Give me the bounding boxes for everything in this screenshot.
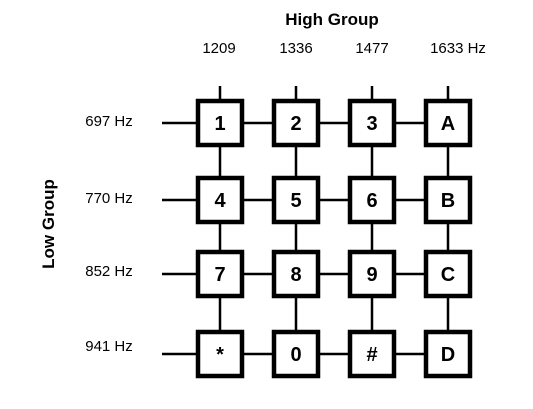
key-box [271,329,321,379]
key-label: 7 [214,264,225,286]
low-frequency-labels: 697 Hz 770 Hz 852 Hz 941 Hz [85,113,133,355]
key-box [347,329,397,379]
key-label: 8 [290,264,301,286]
key-box [423,175,473,225]
key-box [195,175,245,225]
key-button: 4 [195,175,245,225]
key-label: D [441,344,455,366]
key-box [347,175,397,225]
key-button: 1 [195,98,245,148]
high-frequency-label: 1209 [202,40,235,57]
key-label: 0 [290,344,301,366]
high-frequency-label: 1633 Hz [430,40,486,57]
key-label: 9 [366,264,377,286]
key-button: 0 [271,329,321,379]
key-box [347,249,397,299]
low-frequency-label: 852 Hz [85,263,133,280]
key-label: 2 [290,113,301,135]
high-group-title: High Group [285,10,378,29]
low-frequency-label: 770 Hz [85,190,133,207]
key-label: 1 [214,113,225,135]
key-box [423,329,473,379]
key-box [195,98,245,148]
key-label: 4 [214,190,226,212]
key-box [271,249,321,299]
key-box [271,98,321,148]
key-box [195,329,245,379]
key-box [423,249,473,299]
low-frequency-label: 697 Hz [85,113,133,130]
key-box [423,98,473,148]
high-frequency-label: 1336 [279,40,312,57]
key-label: * [216,344,224,366]
high-frequency-label: 1477 [355,40,388,57]
key-button: 7 [195,249,245,299]
key-box [347,98,397,148]
key-button: * [195,329,245,379]
key-button: D [423,329,473,379]
key-box [271,175,321,225]
key-button: B [423,175,473,225]
key-button: 6 [347,175,397,225]
key-button: 9 [347,249,397,299]
key-label: C [441,264,455,286]
high-frequency-labels: 1209 1336 1477 1633 Hz [202,40,486,57]
key-label: A [441,113,455,135]
key-label: 5 [290,190,301,212]
key-button: 8 [271,249,321,299]
key-button: 5 [271,175,321,225]
keypad: 1 2 3 A 4 5 6 B 7 8 9 C * 0 # D [195,98,473,379]
key-button: 3 [347,98,397,148]
key-button: A [423,98,473,148]
key-box [195,249,245,299]
key-label: 6 [366,190,377,212]
low-frequency-label: 941 Hz [85,338,133,355]
key-label: # [366,344,377,366]
key-label: 3 [366,113,377,135]
key-label: B [441,190,455,212]
low-group-title: Low Group [39,179,58,269]
key-button: # [347,329,397,379]
key-button: C [423,249,473,299]
key-button: 2 [271,98,321,148]
